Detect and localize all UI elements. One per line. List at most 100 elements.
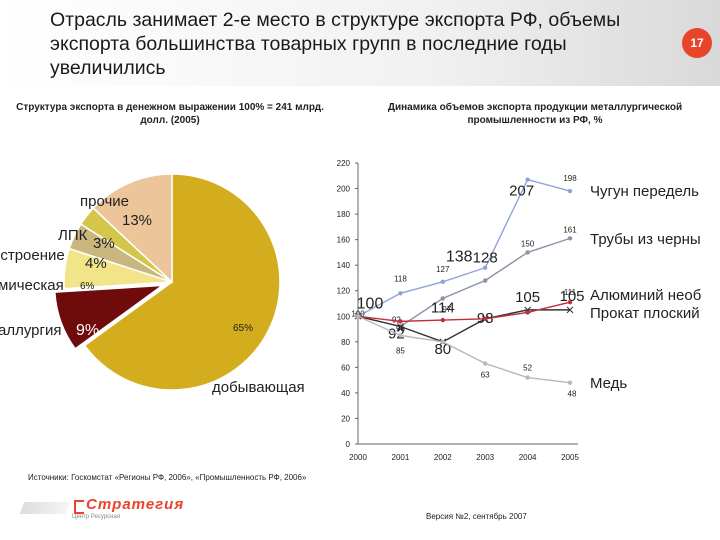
pie-chart-subtitle: Структура экспорта в денежном выражении …: [16, 102, 324, 126]
data-label: 92: [392, 315, 401, 324]
series-line: [357, 315, 571, 384]
x-tick-label: 2005: [561, 453, 579, 462]
series-line: [357, 178, 571, 317]
pie-value-label: 9%: [76, 322, 99, 339]
data-label: 114: [431, 299, 455, 316]
y-tick-label: 160: [337, 236, 351, 245]
data-point: [440, 296, 445, 301]
company-logo: Стратегия Центр Ресурсная: [12, 496, 183, 522]
x-tick-label: 2000: [349, 453, 367, 462]
data-point: [483, 361, 488, 366]
legend-entry: Чугун передель: [590, 183, 699, 200]
pie-slice: [83, 173, 281, 391]
data-label: 97: [442, 305, 451, 314]
data-point: [567, 236, 573, 241]
data-point: [566, 306, 574, 314]
data-label: 85: [396, 346, 405, 355]
legend-entry: Прокат плоский: [590, 305, 700, 322]
line-chart: 0 20 40 60 80 100 120 140 160 180 200 220 2000 2001 20…: [337, 159, 702, 462]
pie-slice: [92, 173, 173, 284]
data-label: 48: [568, 390, 577, 399]
data-point: [440, 279, 445, 284]
y-tick-label: 60: [341, 363, 350, 372]
data-label: 100: [351, 309, 365, 318]
y-tick-label: 20: [341, 414, 350, 423]
y-tick-label: 180: [337, 210, 351, 219]
page-title: Отрасль занимает 2-е место в структуре э…: [50, 9, 621, 79]
y-tick-label: 40: [341, 389, 350, 398]
header: Отрасль занимает 2-е место в структуре э…: [0, 0, 720, 86]
data-point: [440, 317, 445, 323]
data-point: [567, 380, 573, 385]
legend-entry: Медь: [590, 375, 627, 392]
pie-slice-label: аллургия: [0, 322, 62, 339]
data-label: 63: [481, 371, 490, 380]
series-line: [357, 301, 571, 323]
pie-slice-label: прочие: [80, 193, 129, 210]
pie-value-label: 4%: [85, 255, 107, 272]
data-label: 207: [509, 183, 534, 200]
data-point: [355, 314, 361, 319]
data-label: 118: [394, 274, 407, 283]
pie-value-label: 13%: [122, 212, 152, 229]
pie-slice-label: остроение: [0, 247, 65, 264]
x-tick-label: 2003: [476, 453, 494, 462]
y-tick-label: 200: [337, 185, 351, 194]
pie-value-label: 6%: [80, 281, 95, 292]
data-label: 105: [559, 288, 584, 305]
data-point: [397, 323, 404, 330]
slide-number-badge: 17: [682, 28, 712, 58]
pie-slice-label: добывающая: [212, 379, 305, 396]
data-point: [525, 375, 530, 380]
data-point: [398, 291, 403, 296]
data-point: [483, 278, 488, 283]
pie-slice-label: ЛПК: [58, 227, 88, 244]
legend-entry: Трубы из черны: [590, 231, 701, 248]
data-label: 105: [515, 289, 540, 306]
y-tick-label: 100: [337, 312, 351, 321]
series-line: [357, 309, 570, 343]
pie-slice: [54, 284, 166, 350]
y-tick-label: 80: [341, 338, 350, 347]
logo-bracket-icon: [74, 500, 84, 514]
line-chart-subtitle: Динамика объемов экспорта продукции мета…: [387, 102, 683, 126]
logo-tagline: Центр Ресурсная: [72, 514, 121, 520]
pie-slice-label: мическая: [0, 277, 64, 294]
data-point: [398, 333, 403, 338]
data-point: [525, 250, 530, 255]
data-point: [483, 316, 488, 322]
data-point: [525, 310, 530, 315]
data-label: 150: [521, 239, 535, 248]
version-note: Версия №2, сентябрь 2007: [426, 512, 527, 521]
data-label: 138: [446, 249, 473, 266]
y-tick-label: 140: [337, 261, 351, 270]
data-point: [483, 265, 488, 270]
sources-note: Источники: Госкомстат «Регионы РФ, 2006»…: [28, 473, 307, 482]
data-label: 198: [563, 174, 577, 183]
data-label: 52: [523, 364, 532, 373]
data-label: 161: [563, 225, 577, 234]
y-tick-label: 120: [337, 287, 351, 296]
data-label: 100: [357, 295, 384, 312]
data-point: [567, 300, 573, 305]
data-point: [398, 319, 403, 324]
data-label: 127: [436, 265, 450, 274]
data-point: [440, 339, 445, 345]
y-tick-label: 0: [346, 440, 351, 449]
legend-entry: Алюминий необ: [590, 287, 701, 304]
data-point: [567, 188, 573, 194]
data-point: [525, 177, 530, 182]
data-label: 128: [473, 250, 498, 267]
logo-name: Стратегия: [86, 496, 185, 513]
logo-stripe-icon: [19, 502, 71, 514]
data-label: 96: [396, 324, 405, 333]
pie-chart: добывающая 65% аллургия 9% мическая 6% остроен…: [0, 173, 305, 396]
pie-value-label: 3%: [93, 235, 115, 252]
x-tick-label: 2001: [392, 453, 410, 462]
x-tick-label: 2002: [434, 453, 452, 462]
data-label: 80: [434, 341, 451, 358]
y-tick-label: 220: [337, 159, 351, 168]
data-label: 111: [564, 288, 577, 297]
x-tick-label: 2004: [519, 453, 537, 462]
